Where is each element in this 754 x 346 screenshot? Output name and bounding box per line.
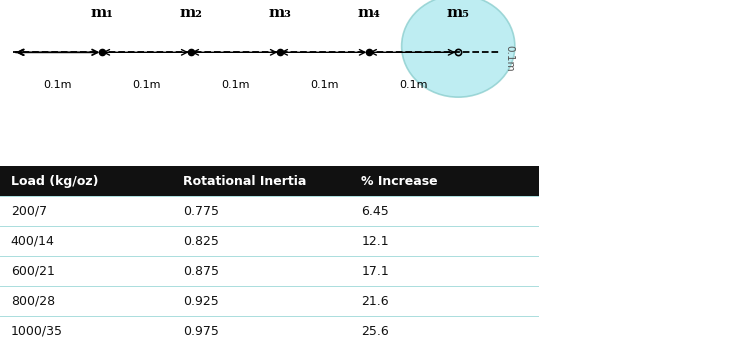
Text: 25.6: 25.6 bbox=[361, 325, 389, 337]
Text: m₁: m₁ bbox=[91, 6, 114, 20]
Text: 800/28: 800/28 bbox=[11, 294, 55, 308]
Text: m₅: m₅ bbox=[447, 6, 470, 20]
Text: 0.1m: 0.1m bbox=[400, 80, 428, 90]
Bar bbox=[0, 166, 539, 196]
Text: % Increase: % Increase bbox=[361, 175, 438, 188]
Text: 600/21: 600/21 bbox=[11, 265, 54, 277]
Text: Load (kg/oz): Load (kg/oz) bbox=[11, 175, 98, 188]
Text: 0.1m: 0.1m bbox=[44, 80, 72, 90]
Text: 0.1m: 0.1m bbox=[133, 80, 161, 90]
Text: 0.1m: 0.1m bbox=[504, 45, 514, 72]
Text: 0.875: 0.875 bbox=[183, 265, 219, 277]
Text: m₄: m₄ bbox=[358, 6, 381, 20]
Text: 0.775: 0.775 bbox=[183, 204, 219, 218]
Text: 200/7: 200/7 bbox=[11, 204, 47, 218]
Ellipse shape bbox=[402, 0, 515, 97]
Text: 6.45: 6.45 bbox=[361, 204, 389, 218]
Text: 21.6: 21.6 bbox=[361, 294, 389, 308]
Text: 0.1m: 0.1m bbox=[311, 80, 339, 90]
Text: 12.1: 12.1 bbox=[361, 235, 389, 247]
Text: m₂: m₂ bbox=[180, 6, 203, 20]
Text: Rotational Inertia: Rotational Inertia bbox=[183, 175, 307, 188]
Text: 1000/35: 1000/35 bbox=[11, 325, 63, 337]
Text: 400/14: 400/14 bbox=[11, 235, 54, 247]
Text: 0.825: 0.825 bbox=[183, 235, 219, 247]
Text: 0.1m: 0.1m bbox=[222, 80, 250, 90]
Text: 0.975: 0.975 bbox=[183, 325, 219, 337]
Text: 17.1: 17.1 bbox=[361, 265, 389, 277]
Text: 0.925: 0.925 bbox=[183, 294, 219, 308]
Text: m₃: m₃ bbox=[269, 6, 292, 20]
